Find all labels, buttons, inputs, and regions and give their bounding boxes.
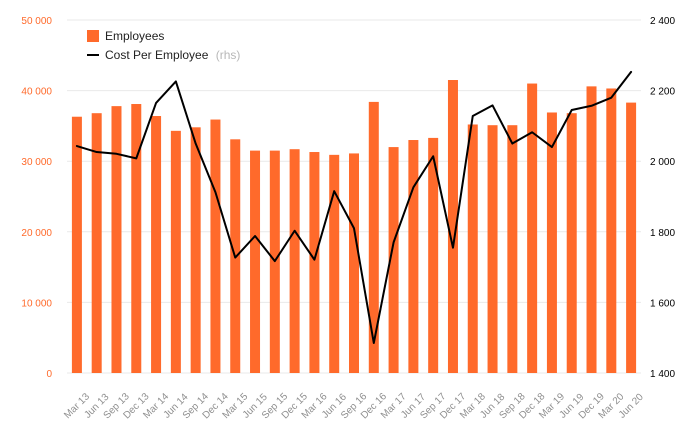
employees-bar <box>91 113 102 373</box>
legend-cost-label: Cost Per Employee (rhs) <box>105 48 240 62</box>
employees-bar <box>250 150 261 373</box>
employees-bar <box>467 124 478 373</box>
employees-bar <box>527 83 538 373</box>
employees-bar <box>71 116 82 374</box>
employees-bar <box>131 104 142 373</box>
employees-bar <box>329 154 340 373</box>
legend-employees-swatch <box>87 30 99 42</box>
right-axis-tick-label: 1 600 <box>650 298 675 309</box>
employees-bar <box>388 147 399 373</box>
employees-bar <box>606 88 617 374</box>
left-axis-tick-label: 40 000 <box>21 87 52 98</box>
left-axis-tick-label: 10 000 <box>21 298 52 309</box>
left-axis-tick-label: 30 000 <box>21 157 52 168</box>
left-axis-tick-label: 0 <box>46 369 52 380</box>
right-axis-tick-label: 1 800 <box>650 228 675 239</box>
employees-bar <box>309 152 320 373</box>
employees-bar <box>151 116 162 374</box>
legend-employees-label: Employees <box>105 29 164 43</box>
employees-bar <box>408 140 419 373</box>
cost-per-employee-line <box>75 70 633 344</box>
employees-bar <box>507 125 518 373</box>
employees-bar <box>566 113 577 373</box>
employees-bar <box>586 86 597 373</box>
employees-bars <box>71 80 637 374</box>
legend-cost-note: (rhs) <box>216 48 241 62</box>
employees-bar <box>368 101 379 374</box>
left-axis: 0 10 000 20 000 30 000 40 000 50 000 <box>21 16 52 380</box>
employees-bar <box>428 137 439 373</box>
employees-bar <box>487 125 498 373</box>
employees-bar <box>546 112 557 374</box>
employees-bar <box>210 119 221 374</box>
employees-bar <box>190 127 201 373</box>
employees-bar <box>626 102 637 374</box>
employees-bar <box>349 153 359 373</box>
right-axis: 1 400 1 600 1 800 2 000 2 200 2 400 <box>650 16 675 380</box>
right-axis-tick-label: 2 000 <box>650 157 675 168</box>
employees-bar <box>289 149 300 373</box>
employees-bar <box>111 106 122 373</box>
employees-bar <box>447 80 458 373</box>
left-axis-tick-label: 50 000 <box>21 16 52 27</box>
left-axis-tick-label: 20 000 <box>21 228 52 239</box>
legend-cost-main: Cost Per Employee <box>105 48 209 62</box>
right-axis-tick-label: 1 400 <box>650 369 675 380</box>
right-axis-tick-label: 2 200 <box>650 87 675 98</box>
right-axis-tick-label: 2 400 <box>650 16 675 27</box>
cost-per-employee-line-layer <box>75 70 633 344</box>
legend: Employees Cost Per Employee (rhs) <box>87 29 240 62</box>
employees-bar <box>170 130 181 373</box>
